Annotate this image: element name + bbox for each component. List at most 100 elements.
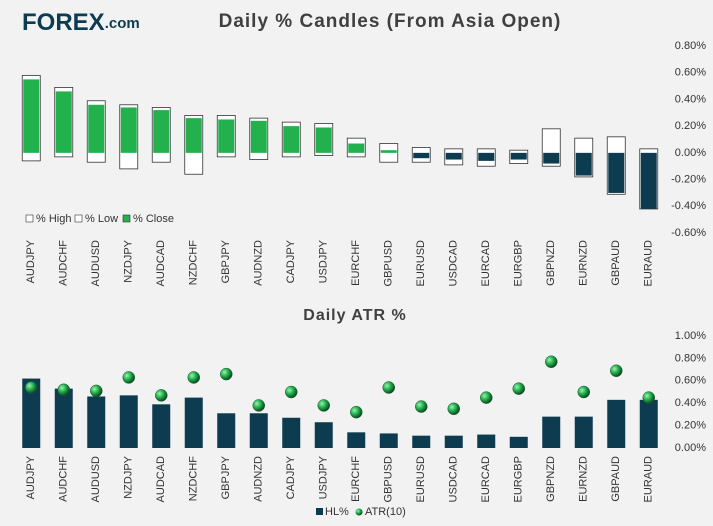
x-tick-label: NZDCHF [188,456,200,501]
x-tick-label: AUDCHF [58,240,70,286]
candle-close [283,126,300,153]
atr-dot [480,391,493,404]
x-tick-label: USDJPY [318,455,330,499]
x-tick-label: GBPJPY [220,239,232,283]
x-tick-label: AUDJPY [25,455,37,499]
y-tick-label: 0.00% [675,442,706,454]
atr-dot [415,400,428,413]
x-tick-label: USDCAD [448,456,460,503]
bar [22,378,41,448]
bar [607,399,626,448]
atr-dot [187,371,200,384]
y-tick-label: 1.00% [675,330,706,342]
y-tick-label: 0.40% [675,397,706,409]
candle-close [413,152,430,159]
atr-dot [512,382,525,395]
candle-close [543,152,560,164]
x-tick-label: CADJPY [285,455,297,499]
x-tick-label: GBPNZD [545,456,557,502]
atr-dot [610,364,623,377]
candle-close [218,119,235,153]
legend-swatch [122,214,131,223]
atr-dot [545,355,558,369]
bar [249,413,268,448]
candle-close [608,152,625,193]
candle-close [315,127,332,153]
y-tick-label: 0.60% [675,67,706,79]
legend-label: ATR(10) [365,506,406,518]
y-tick-label: 0.00% [675,147,706,159]
x-tick-label: AUDCAD [155,456,167,503]
bar [119,395,138,448]
bar [152,404,171,448]
legend-label: % Low [85,213,118,225]
atr-dot [285,385,298,399]
candle-close [640,152,657,209]
x-tick-label: EURNZD [578,456,590,502]
atr-dot [252,399,265,412]
x-tick-label: USDCAD [448,240,460,287]
logo-brand: FOREX [22,9,105,36]
atr-dot [57,383,70,397]
x-tick-label: EURUSD [415,240,427,287]
x-tick-label: EURCHF [350,456,362,502]
candle-close [55,91,72,153]
candle-close [88,104,105,153]
atr-dot [155,389,168,402]
atr-dot [25,381,38,394]
x-tick-label: AUDUSD [90,456,102,503]
y-tick-label: 0.40% [675,93,706,105]
atr-dot [382,381,395,394]
bar [639,399,658,448]
atr-dot [577,385,590,399]
y-tick-label: 0.60% [675,375,706,387]
x-tick-label: GBPUSD [383,240,395,287]
bar [477,434,496,448]
legend-swatch [355,508,363,516]
legend-swatch [74,214,83,223]
bar [574,416,593,448]
y-tick-label: -0.20% [671,173,706,185]
x-tick-label: EURCAD [480,456,492,503]
x-tick-label: NZDJPY [123,455,135,498]
bar [314,422,333,448]
x-tick-label: EURNZD [578,240,590,286]
y-tick-label: -0.40% [671,200,706,212]
x-tick-label: EURCHF [350,240,362,286]
x-tick-label: USDJPY [318,239,330,283]
bar [412,435,431,448]
atr-dot [447,402,460,416]
x-tick-label: NZDJPY [123,239,135,282]
x-tick-label: AUDJPY [25,239,37,283]
legend-label: HL% [325,506,349,518]
candle-close [380,150,397,153]
candle-close [120,107,137,153]
x-tick-label: AUDCHF [58,456,70,502]
candle-close [445,152,462,160]
candle-close [348,143,365,153]
x-tick-label: EURAUD [643,240,655,287]
legend-label: % Close [133,213,174,225]
x-tick-label: GBPJPY [220,455,232,499]
x-tick-label: GBPAUD [610,240,622,286]
bar [184,397,203,448]
y-tick-label: 0.20% [675,120,706,132]
atr-dot [642,391,655,404]
x-tick-label: NZDCHF [188,240,200,285]
atr-dot [317,399,330,412]
atr-dot [90,384,103,398]
bar [542,416,561,448]
logo: FOREX.com [22,9,140,36]
chart-title: Daily ATR % [303,307,406,324]
x-tick-label: EURAUD [643,456,655,503]
bar [509,436,528,448]
atr-dot [220,367,233,381]
legend-swatch [25,214,34,223]
bar [347,432,366,448]
x-tick-label: CADJPY [285,239,297,283]
candle-close [575,152,592,176]
chart-title: Daily % Candles (From Asia Open) [219,11,562,32]
atr-dot [350,405,363,419]
candle-close [185,118,202,153]
legend-swatch [316,508,323,515]
